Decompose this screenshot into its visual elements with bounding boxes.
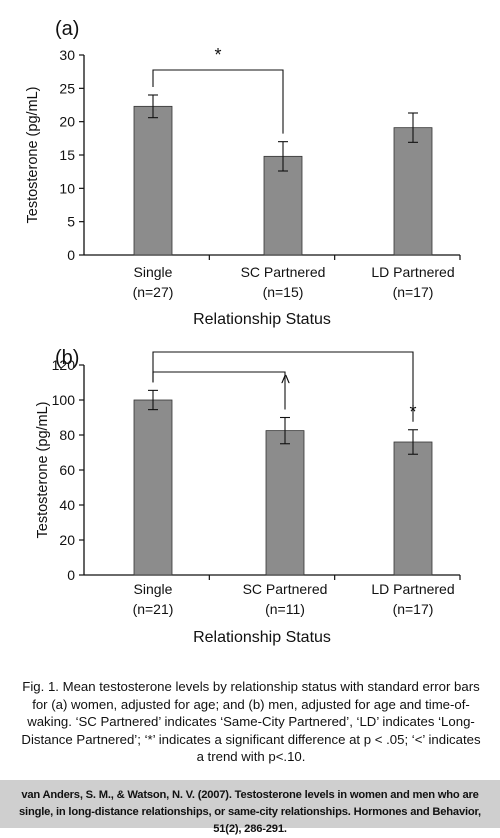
panel-a-y-tick-label: 0 (67, 247, 75, 263)
panel-b-y-tick-label: 80 (59, 427, 75, 443)
panel-a-y-tick-label: 10 (59, 180, 75, 196)
panel-a-y-tick-label: 5 (67, 214, 75, 230)
panel-a-y-tick-label: 30 (59, 47, 75, 63)
panel-b-y-tick-label: 120 (52, 357, 76, 373)
figure-charts: (a) 0 5 10 15 20 25 30 Testosterone (pg/mL) Singl… (25, 18, 461, 646)
panel-b-y-tick-label: 100 (52, 392, 76, 408)
panel-b-y-tick-label: 40 (59, 497, 75, 513)
panel-b-y-tick-label: 60 (59, 462, 75, 478)
panel-a-y-tick-label: 15 (59, 147, 75, 163)
panel-b-bar-1 (265, 430, 305, 576)
panel-a-category-count-1: (n=15) (263, 284, 304, 300)
panel-b-significance-bracket-1 (152, 371, 286, 410)
panel-a-category-count-2: (n=17) (393, 284, 434, 300)
panel-b-y-axis-label: Testosterone (pg/mL) (35, 401, 51, 538)
panel-a-y-tick-label: 20 (59, 114, 75, 130)
panel-a-bar-1 (263, 155, 303, 256)
panel-a-significance-bracket-0 (152, 69, 284, 134)
panel-b-x-axis-label: Relationship Status (193, 629, 331, 646)
panel-a-category-label-1: SC Partnered (241, 264, 326, 280)
panel-b-category-label-1: SC Partnered (243, 581, 328, 597)
panel-a-bar-2 (393, 127, 433, 256)
panel-b-category-count-0: (n=21) (133, 601, 174, 617)
panel-a-significance-symbol-0: * (214, 45, 221, 65)
panel-b-category-count-1: (n=11) (265, 601, 305, 617)
panel-b-category-label-2: LD Partnered (371, 581, 454, 597)
panel-a-category-label-0: Single (134, 264, 173, 280)
panel-b-significance-symbol-0: * (409, 402, 416, 422)
panel-b-significance-symbol-1: < (276, 374, 295, 384)
panel-a-y-tick-label: 25 (59, 80, 75, 96)
panel-b-y-tick-label: 20 (59, 532, 75, 548)
panel-a-category-label-2: LD Partnered (371, 264, 454, 280)
panel-b-significance-bracket-0 (152, 351, 414, 422)
panel-a-x-axis-label: Relationship Status (193, 311, 331, 328)
panel-a-y-axis-label: Testosterone (pg/mL) (25, 86, 41, 223)
panel-a-category-count-0: (n=27) (133, 284, 174, 300)
citation-banner: van Anders, S. M., & Watson, N. V. (2007… (0, 780, 500, 835)
panel-b-bar-2 (393, 441, 433, 576)
panel-b-bar-0 (133, 399, 173, 576)
panel-a-bar-0 (133, 105, 173, 256)
panel-b-category-label-0: Single (134, 581, 173, 597)
panel-b-category-count-2: (n=17) (393, 601, 434, 617)
panel-b-label: (b) (55, 347, 79, 369)
panel-a-label: (a) (55, 18, 79, 40)
panel-b-y-tick-label: 0 (67, 567, 75, 583)
figure-caption: Fig. 1. Mean testosterone levels by rela… (21, 679, 481, 764)
